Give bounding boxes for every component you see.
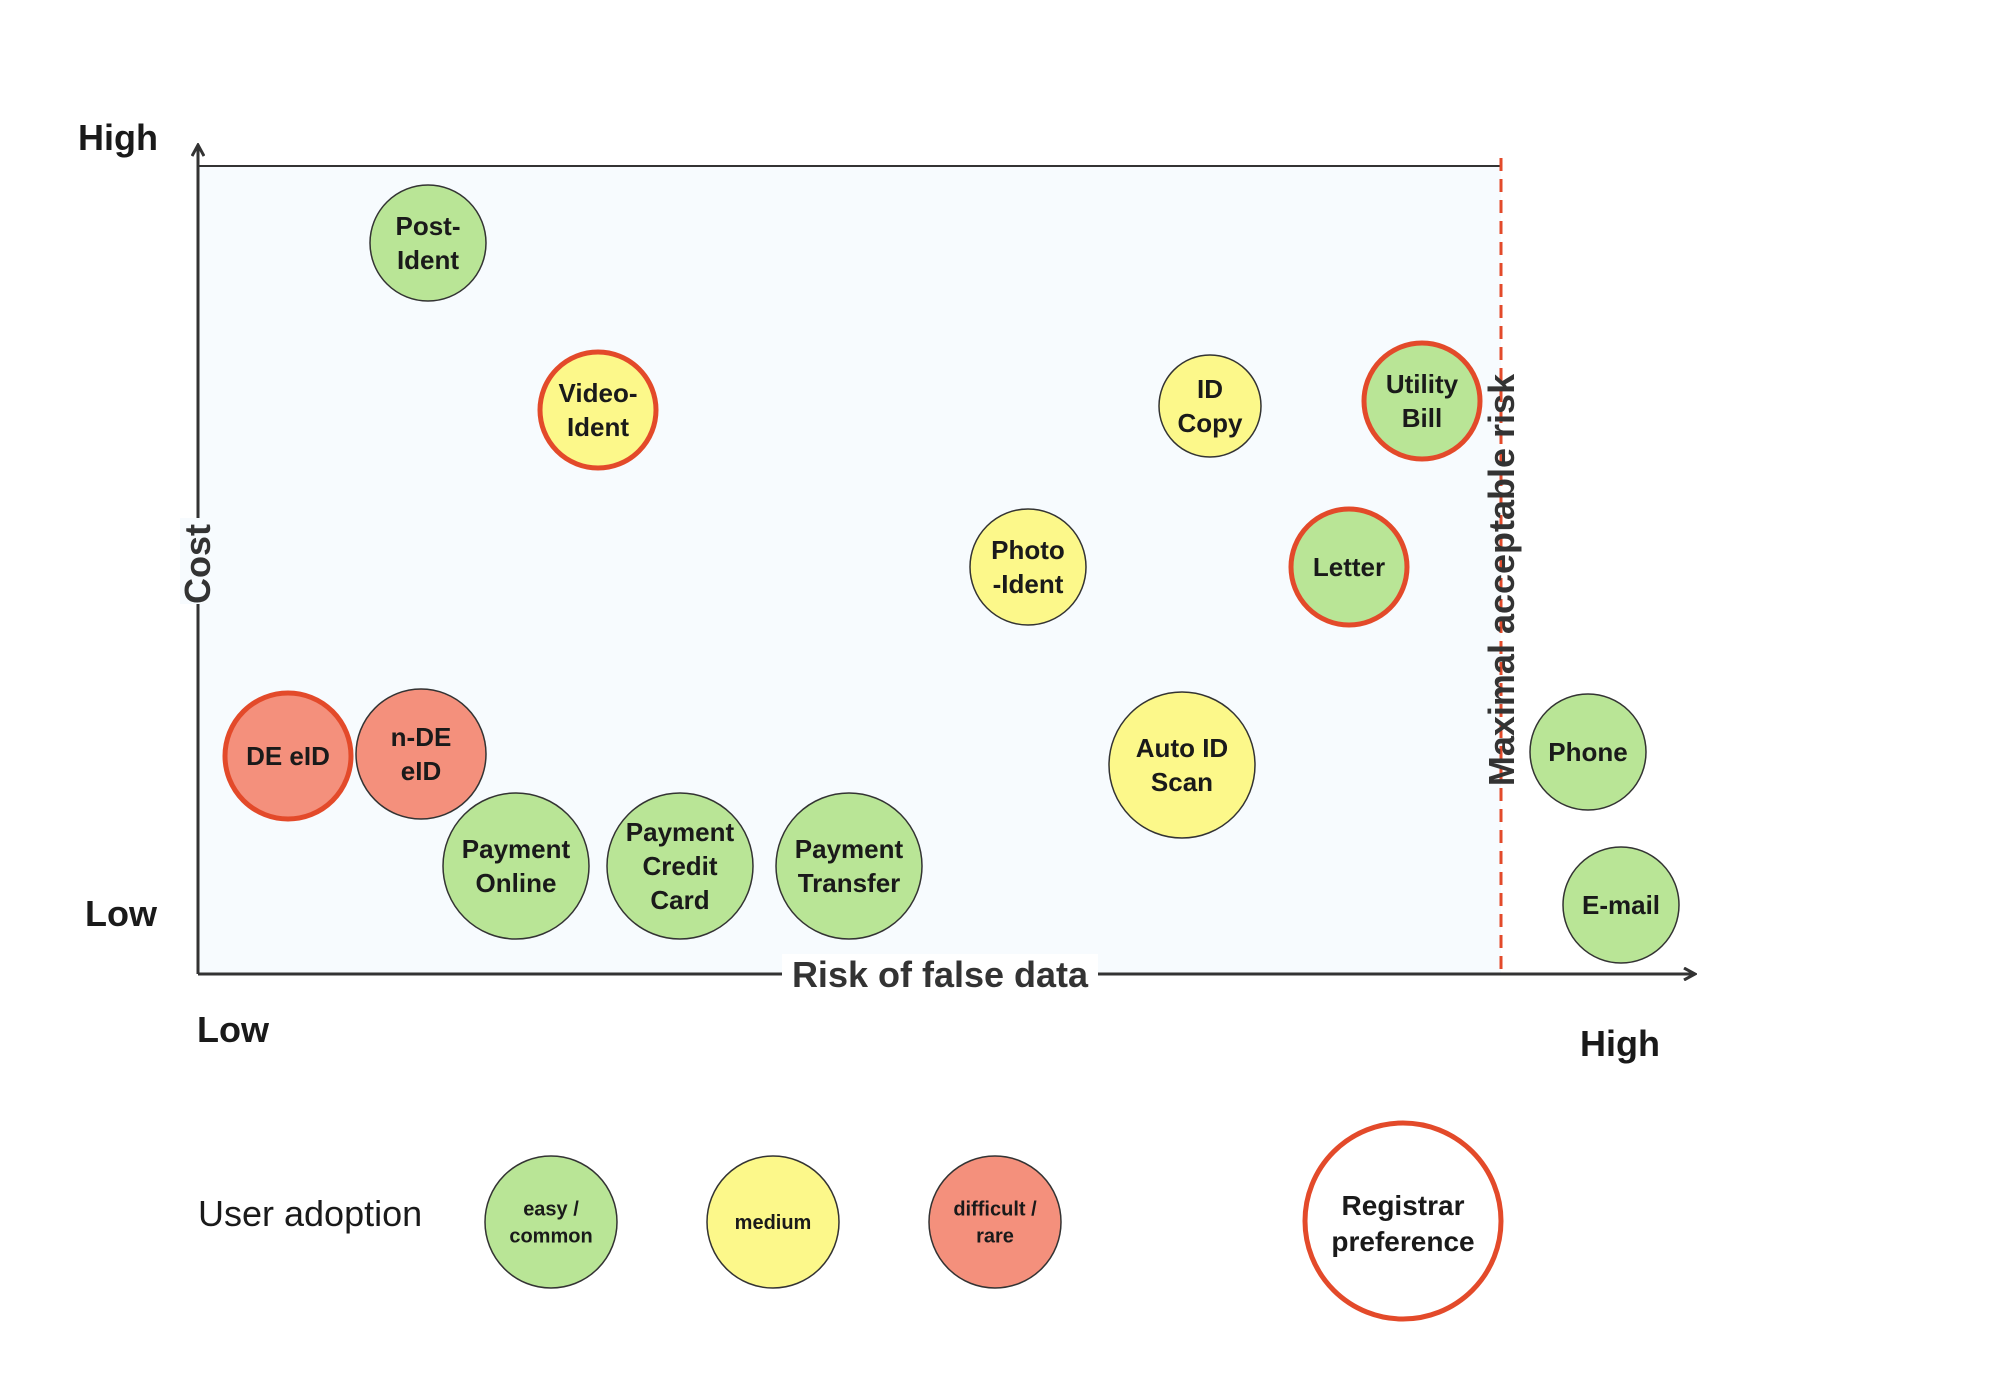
method-bubbles: Post- Ident Video- Ident ID Copy Utility Bill Ph… — [222, 184, 1680, 964]
bubble-n-de-eid: n-DE eID — [355, 688, 487, 820]
bubble-label: eID — [401, 756, 441, 786]
bubble-label: Payment — [626, 817, 735, 847]
legend-swatch — [706, 1155, 840, 1289]
legend-label: difficult / — [953, 1199, 1037, 1221]
bubble-payment-credit-card: Payment Credit Card — [606, 792, 754, 940]
bubble-label: -Ident — [993, 569, 1064, 599]
bubble-circle — [222, 690, 354, 822]
bubble-label: Video- — [559, 378, 638, 408]
bubble-label: Auto ID — [1136, 733, 1228, 763]
bubble-label: Post- — [396, 211, 461, 241]
bubble-auto-id-scan: Auto ID Scan — [1108, 691, 1256, 839]
x-axis-title: Risk of false data — [792, 954, 1089, 995]
bubble-circle — [606, 792, 754, 940]
bubble-circle — [1361, 340, 1483, 462]
bubble-circle — [1108, 691, 1256, 839]
bubble-label: Payment — [462, 834, 571, 864]
bubble-payment-online: Payment Online — [442, 792, 590, 940]
legend-swatch — [928, 1155, 1062, 1289]
legend-registrar-preference: Registrar preference — [1302, 1120, 1504, 1322]
bubble-circle — [442, 792, 590, 940]
x-axis-title-bg — [782, 954, 1098, 994]
bubble-e-mail: E-mail — [1562, 846, 1680, 964]
legend-label: rare — [976, 1226, 1014, 1248]
legend-title: User adoption — [198, 1193, 422, 1234]
bubble-de-eid: DE eID — [222, 690, 354, 822]
bubble-video-ident: Video- Ident — [537, 349, 659, 471]
bubble-circle — [1158, 354, 1262, 458]
y-axis-high-label: High — [78, 117, 158, 158]
bubble-label: Letter — [1313, 552, 1385, 582]
x-axis-low-label: Low — [197, 1009, 270, 1050]
bubble-label: n-DE — [391, 722, 452, 752]
legend-registrar-label: preference — [1331, 1226, 1474, 1257]
bubble-label: Online — [476, 868, 557, 898]
legend-label: common — [509, 1226, 592, 1248]
bubble-circle — [775, 792, 923, 940]
bubble-label: Utility — [1386, 369, 1459, 399]
bubble-label: Card — [650, 885, 709, 915]
bubble-label: Scan — [1151, 767, 1213, 797]
bubble-photo-ident: Photo -Ident — [969, 508, 1087, 626]
bubble-id-copy: ID Copy — [1158, 354, 1262, 458]
legend: easy / common medium difficult / rare Registr… — [484, 1120, 1504, 1322]
bubble-label: Payment — [795, 834, 904, 864]
legend-item-medium: medium — [706, 1155, 840, 1289]
bubble-circle — [969, 508, 1087, 626]
legend-label: easy / — [523, 1199, 579, 1221]
bubble-payment-transfer: Payment Transfer — [775, 792, 923, 940]
legend-item-difficult: difficult / rare — [928, 1155, 1062, 1289]
x-axis-high-label: High — [1580, 1023, 1660, 1064]
bubble-label: Credit — [642, 851, 717, 881]
bubble-circle — [1562, 846, 1680, 964]
bubble-phone: Phone — [1529, 693, 1647, 811]
y-axis-title-bg — [180, 518, 216, 604]
bubble-post-ident: Post- Ident — [369, 184, 487, 302]
legend-label: medium — [735, 1212, 812, 1234]
bubble-label: ID — [1197, 374, 1223, 404]
bubble-label: Ident — [567, 412, 629, 442]
legend-item-easy: easy / common — [484, 1155, 618, 1289]
y-axis-title: Cost — [177, 524, 218, 604]
bubble-label: Photo — [991, 535, 1065, 565]
bubble-circle — [1529, 693, 1647, 811]
threshold-label: Maximal acceptable risk — [1481, 373, 1522, 786]
bubble-label: Phone — [1548, 737, 1627, 767]
bubble-label: Ident — [397, 245, 459, 275]
bubble-circle — [1288, 506, 1410, 628]
y-axis-low-label: Low — [85, 893, 158, 934]
bubble-label: Bill — [1402, 403, 1442, 433]
bubble-circle — [537, 349, 659, 471]
legend-swatch — [484, 1155, 618, 1289]
bubble-letter: Letter — [1288, 506, 1410, 628]
bubble-label: Transfer — [798, 868, 901, 898]
legend-registrar-swatch — [1302, 1120, 1504, 1322]
bubble-circle — [369, 184, 487, 302]
bubble-label: DE eID — [246, 741, 330, 771]
bubble-utility-bill: Utility Bill — [1361, 340, 1483, 462]
bubble-label: E-mail — [1582, 890, 1660, 920]
bubble-label: Copy — [1178, 408, 1244, 438]
bubble-circle — [355, 688, 487, 820]
legend-registrar-label: Registrar — [1342, 1190, 1465, 1221]
